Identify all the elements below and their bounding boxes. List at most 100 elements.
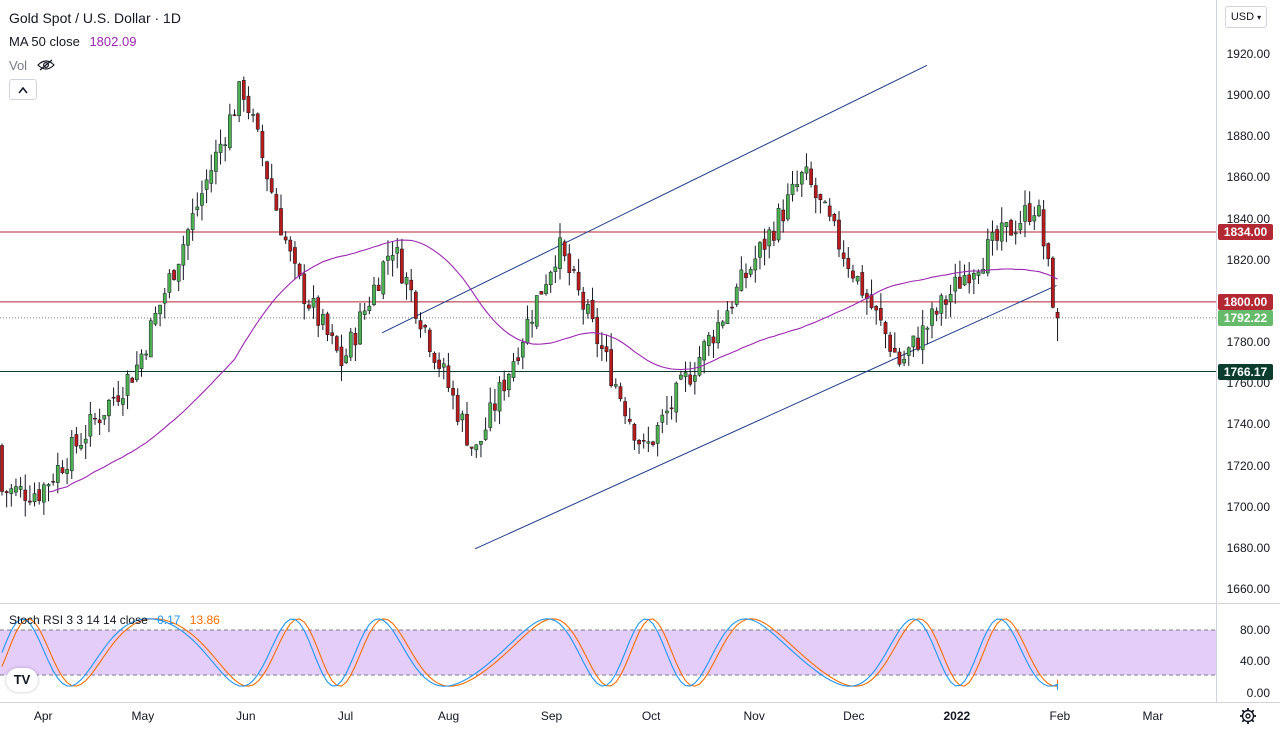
- candle: [65, 458, 69, 485]
- candle-body: [1018, 223, 1023, 231]
- candle-body: [795, 184, 799, 188]
- candles-group: [0, 76, 1060, 517]
- candle: [381, 260, 386, 300]
- candle: [734, 283, 739, 307]
- candle-body: [920, 325, 925, 350]
- pane-divider[interactable]: [0, 603, 1280, 604]
- candle: [414, 290, 418, 324]
- candle-body: [581, 291, 586, 310]
- candle: [879, 293, 883, 326]
- candle-body: [562, 241, 567, 257]
- candle: [502, 370, 507, 401]
- candle-body: [302, 273, 307, 304]
- stoch-rsi-pane[interactable]: [0, 604, 1216, 702]
- candle-body: [609, 349, 613, 386]
- candle-body: [762, 238, 767, 250]
- candle-body: [321, 314, 325, 325]
- candle-body: [460, 413, 465, 421]
- candle-body: [172, 270, 176, 280]
- candle-body: [209, 170, 214, 184]
- candle-body: [381, 261, 386, 295]
- candle: [316, 295, 321, 338]
- vol-label: Vol: [9, 58, 28, 73]
- price-chart[interactable]: [0, 0, 1216, 603]
- price-axis-label: 1680.00: [1226, 540, 1270, 555]
- ma-value: 1802.09: [89, 34, 137, 49]
- candle: [423, 323, 427, 333]
- tradingview-logo-icon[interactable]: TV: [6, 668, 38, 692]
- candle-body: [725, 310, 730, 325]
- candle: [362, 302, 367, 320]
- candle: [1037, 199, 1041, 218]
- candle-body: [753, 258, 758, 271]
- candle: [1009, 218, 1013, 236]
- candle-body: [307, 304, 311, 309]
- candle-body: [618, 386, 623, 400]
- candle: [948, 284, 953, 318]
- candle: [102, 415, 107, 425]
- candle: [855, 275, 860, 285]
- candle: [544, 274, 548, 296]
- candle-body: [1013, 232, 1018, 235]
- candle: [125, 370, 130, 410]
- candle-body: [962, 275, 967, 286]
- candle-body: [799, 172, 804, 185]
- candle-body: [925, 327, 930, 330]
- candle: [376, 277, 381, 292]
- candle: [1013, 220, 1018, 245]
- candle-body: [367, 305, 372, 311]
- candle: [888, 331, 892, 358]
- ma-legend[interactable]: MA 50 close 1802.09: [9, 34, 136, 49]
- candle-body: [334, 336, 339, 351]
- candle-body: [832, 214, 837, 222]
- candle: [976, 269, 981, 284]
- candle: [311, 285, 316, 319]
- candle: [469, 446, 474, 456]
- gear-icon[interactable]: [1239, 707, 1257, 725]
- currency-selector[interactable]: USD ▾: [1225, 6, 1267, 28]
- time-axis-label: Oct: [641, 709, 661, 723]
- candle-body: [502, 379, 507, 392]
- eye-hidden-icon[interactable]: [36, 59, 55, 74]
- candle-body: [400, 248, 404, 284]
- stoch-rsi-legend[interactable]: Stoch RSI 3 3 14 14 close 0.17 13.86: [9, 613, 220, 627]
- candle: [321, 308, 325, 331]
- candle: [739, 256, 744, 292]
- candle-body: [897, 351, 902, 365]
- candle-body: [144, 353, 149, 356]
- vol-legend[interactable]: Vol: [9, 58, 55, 74]
- candle-body: [279, 208, 283, 236]
- time-axis-label: Nov: [743, 709, 765, 723]
- candle: [781, 199, 786, 233]
- candle-body: [121, 398, 125, 405]
- candle: [530, 309, 534, 338]
- candle: [558, 223, 562, 280]
- candle-body: [655, 425, 660, 444]
- candle: [688, 361, 693, 387]
- candle: [804, 153, 809, 181]
- collapse-indicators-button[interactable]: [9, 79, 37, 100]
- candle-body: [892, 347, 897, 353]
- candle-body: [688, 374, 693, 385]
- time-axis-label: Mar: [1142, 709, 1164, 723]
- candle: [548, 270, 553, 293]
- candle-body: [572, 269, 576, 271]
- candle-body: [1037, 205, 1041, 217]
- ma50-line: [48, 239, 1058, 493]
- candle: [623, 396, 627, 424]
- candle-body: [186, 229, 190, 246]
- candle: [55, 452, 60, 494]
- candle: [972, 269, 976, 295]
- candle: [590, 287, 595, 323]
- candle: [697, 346, 702, 377]
- candle: [851, 264, 855, 283]
- candle: [14, 478, 18, 497]
- candle-body: [679, 374, 683, 380]
- candle-body: [55, 465, 60, 483]
- candle: [455, 388, 460, 426]
- symbol-title[interactable]: Gold Spot / U.S. Dollar · 1D: [9, 10, 181, 26]
- candle: [958, 260, 962, 289]
- candle: [121, 386, 125, 416]
- candle: [283, 231, 288, 244]
- candle: [720, 319, 725, 329]
